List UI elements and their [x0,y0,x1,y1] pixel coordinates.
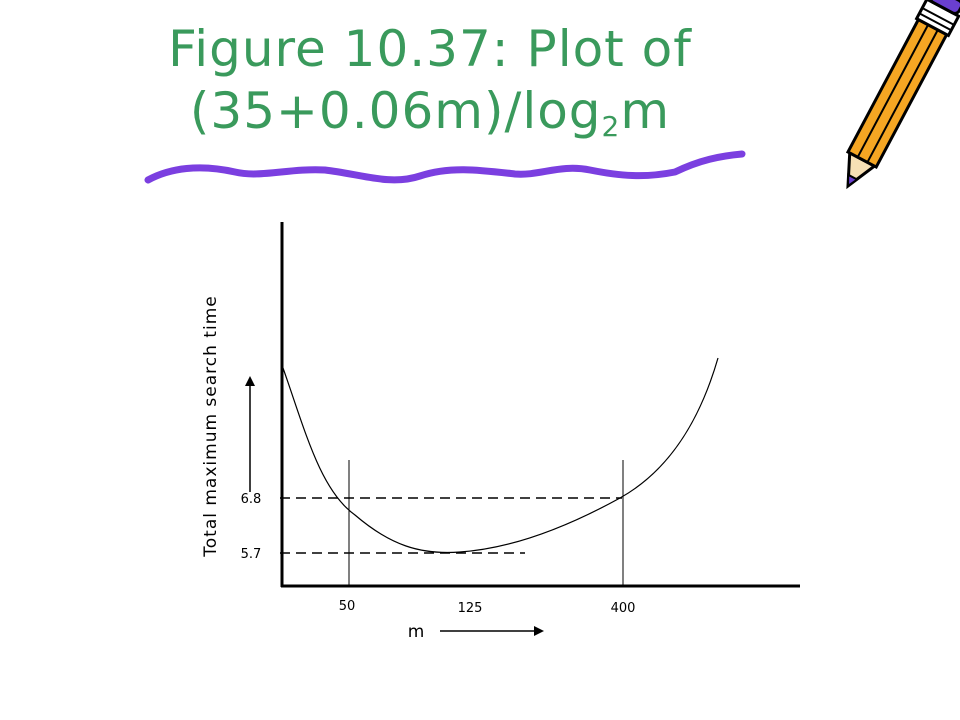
decorative-underline-squiggle [144,150,746,184]
title-formula-suffix: m [620,82,671,140]
title-line-2: (35+0.06m)/log2m [0,80,860,142]
x-axis-label: m [408,622,425,642]
y-tick-label: 5.7 [241,547,262,562]
pencil-clipart [845,0,960,190]
x-tick-label: 400 [611,601,636,616]
title-line-1: Figure 10.37: Plot of [168,20,692,78]
title-formula-subscript: 2 [601,110,621,143]
search-time-curve [282,357,719,554]
title-formula-prefix: (35+0.06m)/log [189,82,602,140]
y-axis-label: Total maximum search time [201,295,221,557]
x-tick-label: 125 [458,601,483,616]
slide-title: Figure 10.37: Plot of (35+0.06m)/log2m [0,18,860,142]
x-tick-label: 50 [339,599,356,614]
y-tick-label: 6.8 [241,492,262,507]
